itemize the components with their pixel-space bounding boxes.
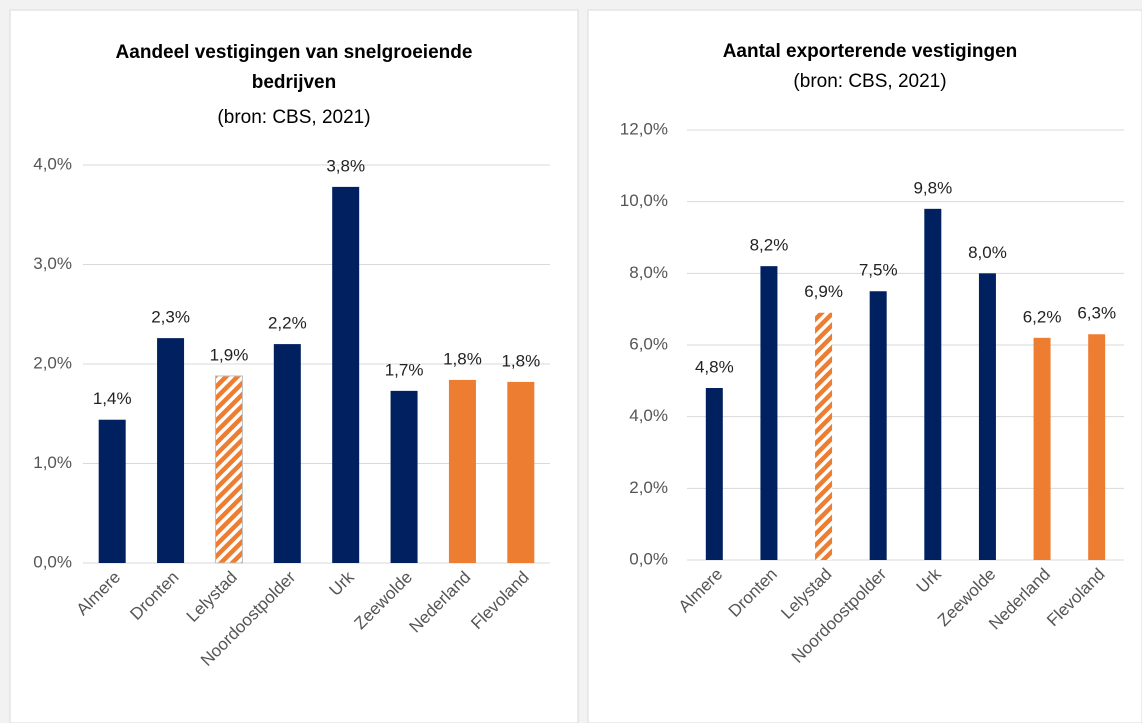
- bar: [978, 273, 996, 560]
- bar: [1088, 334, 1106, 560]
- bar: [760, 266, 778, 560]
- bar: [705, 388, 723, 560]
- bar: [332, 186, 360, 563]
- bar: [448, 379, 476, 563]
- y-tick-label: 4,0%: [629, 406, 668, 425]
- y-tick-label: 0,0%: [33, 552, 72, 571]
- bar: [390, 390, 418, 563]
- data-label: 1,9%: [210, 345, 249, 364]
- bar: [98, 419, 126, 563]
- data-label: 7,5%: [859, 261, 898, 280]
- data-label: 4,8%: [695, 357, 734, 376]
- data-label: 6,2%: [1023, 307, 1062, 326]
- data-label: 8,2%: [750, 236, 789, 255]
- y-tick-label: 10,0%: [620, 191, 668, 210]
- bar: [815, 312, 833, 560]
- data-label: 1,4%: [93, 389, 132, 408]
- bar: [869, 291, 887, 560]
- chart-title: Aandeel vestigingen van snelgroeiende: [116, 42, 473, 63]
- y-tick-label: 0,0%: [629, 549, 668, 568]
- bar: [214, 375, 243, 564]
- chart-subtitle: (bron: CBS, 2021): [217, 107, 370, 128]
- y-tick-label: 6,0%: [629, 334, 668, 353]
- bar: [1033, 337, 1051, 560]
- bar: [157, 338, 185, 563]
- y-tick-label: 2,0%: [629, 478, 668, 497]
- bar: [924, 208, 942, 561]
- data-label: 2,2%: [268, 314, 307, 333]
- y-tick-label: 2,0%: [33, 353, 72, 372]
- y-tick-label: 3,0%: [33, 254, 72, 273]
- y-tick-label: 12,0%: [620, 119, 668, 138]
- data-label: 8,0%: [968, 243, 1007, 262]
- data-label: 9,8%: [913, 178, 952, 197]
- data-label: 2,3%: [151, 308, 190, 327]
- data-label: 6,3%: [1077, 304, 1116, 323]
- data-label: 1,7%: [385, 360, 424, 379]
- data-label: 3,8%: [326, 156, 365, 175]
- y-tick-label: 8,0%: [629, 263, 668, 282]
- chart-subtitle: (bron: CBS, 2021): [793, 71, 946, 92]
- y-tick-label: 1,0%: [33, 453, 72, 472]
- data-label: 1,8%: [501, 351, 540, 370]
- bar: [507, 381, 535, 563]
- chart-title: Aantal exporterende vestigingen: [723, 41, 1018, 62]
- y-tick-label: 4,0%: [33, 154, 72, 173]
- data-label: 1,8%: [443, 349, 482, 368]
- bar: [273, 344, 301, 563]
- data-label: 6,9%: [804, 282, 843, 301]
- chart-title: bedrijven: [252, 72, 336, 93]
